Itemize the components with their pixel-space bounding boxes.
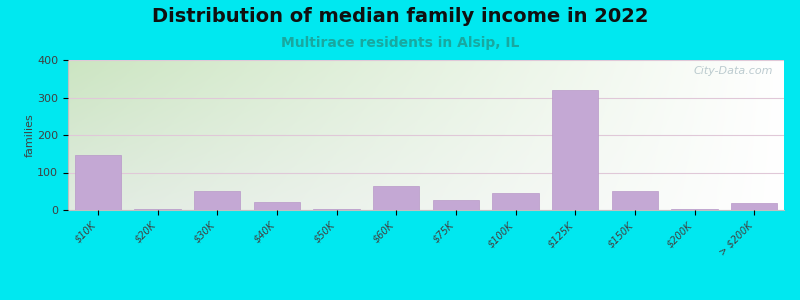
Bar <box>671 209 718 210</box>
Text: Multirace residents in Alsip, IL: Multirace residents in Alsip, IL <box>281 36 519 50</box>
Text: City-Data.com: City-Data.com <box>694 66 774 76</box>
Bar <box>373 186 419 210</box>
Y-axis label: families: families <box>24 113 34 157</box>
Bar <box>314 209 360 210</box>
Text: Distribution of median family income in 2022: Distribution of median family income in … <box>152 8 648 26</box>
Bar <box>492 193 538 210</box>
Bar <box>552 90 598 210</box>
Bar <box>194 190 241 210</box>
Bar <box>731 202 778 210</box>
Bar <box>611 190 658 210</box>
Bar <box>134 209 181 210</box>
Bar <box>74 154 121 210</box>
Bar <box>254 202 300 210</box>
Bar <box>433 200 479 210</box>
